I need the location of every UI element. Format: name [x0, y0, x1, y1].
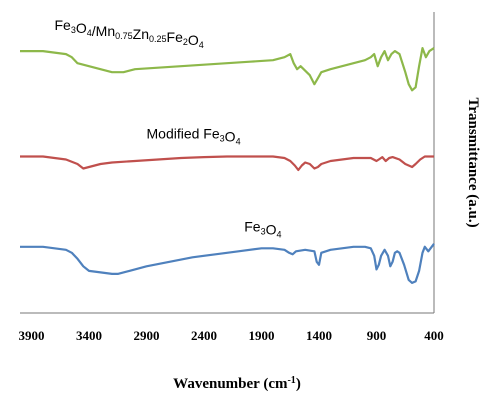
series-labels: Fe3O4/Mn0.75Zn0.25Fe2O4 Modified Fe3O4 Fe3… — [55, 17, 282, 240]
x-axis-title-end: ) — [296, 376, 301, 392]
series-line-1 — [20, 155, 434, 172]
x-axis-title-main: Wavenumber (cm — [173, 376, 288, 392]
series-line-0 — [20, 47, 435, 92]
x-tick-label: 900 — [367, 328, 387, 343]
series-label-2: Fe3O4 — [244, 219, 281, 240]
series-line-2 — [20, 243, 435, 284]
x-tick-label: 1400 — [306, 328, 332, 343]
x-tick-label: 1900 — [249, 328, 275, 343]
x-tick-label: 3900 — [19, 328, 45, 343]
x-tick-label: 400 — [424, 328, 444, 343]
series-label-0: Fe3O4/Mn0.75Zn0.25Fe2O4 — [55, 17, 204, 50]
x-tick-label: 3400 — [76, 328, 102, 343]
x-axis-title: Wavenumber (cm-1) — [173, 375, 301, 393]
x-tick-label: 2900 — [134, 328, 160, 343]
series-label-1: Modified Fe3O4 — [147, 125, 241, 146]
series-layer — [20, 47, 435, 284]
x-tick-labels: 3900 3400 2900 2400 1900 1400 900 400 — [19, 328, 444, 343]
y-axis-title: Transmittance (a.u.) — [465, 97, 481, 227]
x-tick-label: 2400 — [191, 328, 217, 343]
x-axis-title-sup: -1 — [287, 375, 295, 386]
